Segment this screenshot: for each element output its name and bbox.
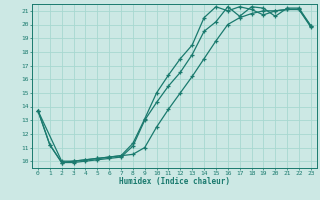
- X-axis label: Humidex (Indice chaleur): Humidex (Indice chaleur): [119, 177, 230, 186]
